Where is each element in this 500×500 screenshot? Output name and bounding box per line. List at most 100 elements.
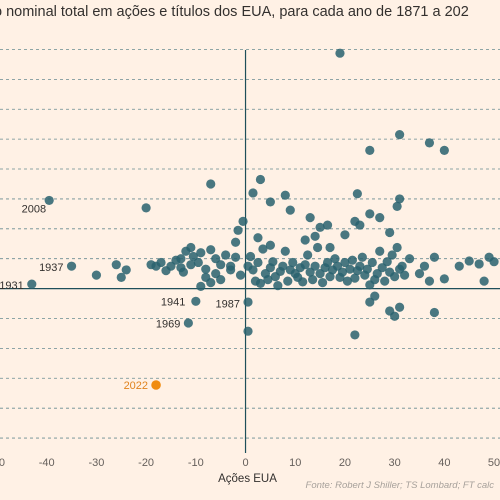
data-point [186, 242, 196, 253]
data-point [111, 260, 121, 270]
data-point [288, 257, 298, 268]
data-point [206, 278, 216, 288]
data-point [206, 179, 216, 189]
point-label: 1969 [156, 319, 180, 331]
data-point [380, 276, 390, 286]
data-point [265, 240, 275, 250]
x-tick-label: 0 [242, 457, 248, 469]
data-point [116, 272, 126, 282]
data-point [186, 260, 196, 270]
data-point [352, 189, 362, 199]
data-point [419, 261, 430, 271]
data-point [392, 242, 402, 253]
data-point [171, 255, 181, 265]
point-label: 1931 [0, 280, 24, 292]
data-point [367, 257, 377, 268]
data-point [330, 254, 340, 264]
data-point [399, 270, 410, 280]
data-point [141, 203, 151, 213]
data-point [395, 302, 405, 312]
data-point [429, 252, 440, 262]
data-point [365, 145, 375, 155]
data-point [322, 220, 333, 230]
data-point [201, 264, 211, 274]
point-label: 1987 [216, 299, 240, 311]
x-axis-title: Ações EUA [218, 473, 277, 485]
data-point [325, 242, 335, 253]
data-point [245, 251, 256, 262]
point-label: 1937 [39, 262, 63, 274]
data-points [27, 48, 499, 390]
data-point [121, 265, 131, 275]
x-tick-label: 40 [438, 457, 450, 469]
data-point [221, 250, 231, 260]
data-point [355, 261, 365, 271]
data-point [310, 261, 320, 271]
data-point [44, 195, 54, 206]
data-point [216, 260, 226, 270]
data-point [340, 230, 350, 240]
data-point [439, 145, 449, 155]
data-point [429, 307, 440, 318]
data-point [191, 296, 201, 306]
data-point [474, 259, 484, 269]
data-point [273, 281, 283, 291]
data-point [255, 174, 266, 185]
data-point [335, 48, 345, 58]
data-point [355, 220, 365, 230]
data-point [233, 225, 243, 235]
data-point [230, 237, 241, 247]
data-point [375, 213, 385, 223]
point-label: 2008 [22, 204, 46, 216]
data-point [337, 267, 348, 277]
data-point [66, 261, 77, 271]
x-tick-label: -20 [138, 457, 154, 469]
x-tick-label: 50 [488, 457, 500, 469]
chart-title: o nominal total em ações e títulos dos E… [0, 4, 469, 20]
axes [0, 50, 500, 453]
data-point [404, 254, 415, 264]
data-point [479, 276, 489, 286]
data-point [392, 201, 402, 211]
data-point [362, 264, 372, 274]
data-point [243, 326, 253, 336]
data-point [424, 276, 435, 286]
data-point [347, 255, 357, 265]
data-point [300, 260, 310, 270]
data-point [263, 275, 273, 285]
data-point [439, 274, 449, 284]
data-point [385, 227, 395, 238]
data-point [91, 270, 102, 280]
x-tick-label: 10 [289, 457, 301, 469]
data-point [161, 266, 171, 276]
data-point [265, 197, 275, 207]
data-point [238, 216, 248, 226]
x-tick-label: 30 [389, 457, 401, 469]
highlight-point [151, 380, 161, 390]
data-point [322, 257, 333, 268]
x-tick-label: -40 [39, 457, 55, 469]
data-point [375, 246, 385, 256]
data-point [235, 270, 246, 280]
x-tick-labels: -50 -40 -30 -20 -10 0 10 20 30 40 50 [0, 457, 500, 469]
data-point [226, 261, 236, 271]
data-point [243, 297, 253, 307]
data-point [151, 261, 161, 271]
data-point [315, 222, 325, 232]
data-point [365, 209, 375, 219]
data-point [196, 281, 206, 291]
data-point [395, 130, 405, 140]
data-point [193, 257, 203, 268]
data-point [248, 188, 258, 198]
data-point [310, 231, 320, 241]
data-point [280, 246, 290, 256]
point-labels: 2008 1937 1931 1941 1987 1969 2022 [0, 204, 240, 392]
data-point [230, 252, 241, 262]
data-point [464, 256, 474, 266]
data-point [300, 235, 310, 245]
data-point [390, 272, 400, 282]
data-point [253, 257, 263, 268]
x-tick-label: 20 [339, 457, 351, 469]
data-point [387, 250, 397, 260]
data-point [395, 194, 405, 204]
